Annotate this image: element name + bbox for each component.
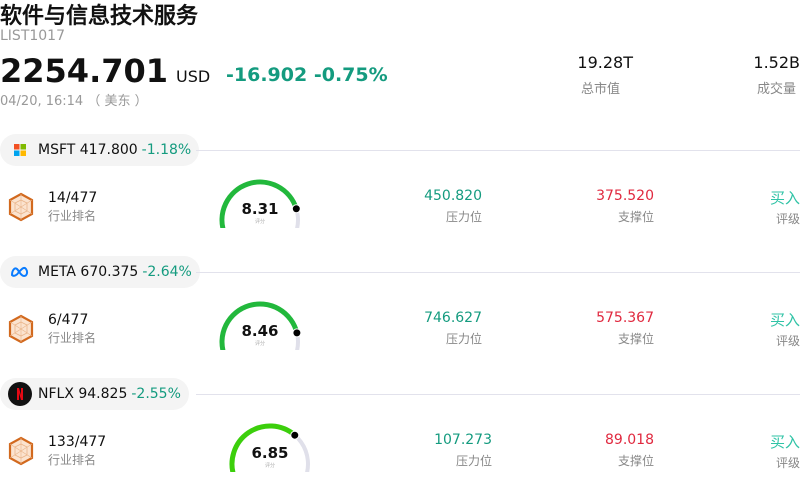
score-label: 评分 [264,463,275,469]
rank-hexagon-icon [8,436,34,470]
industry-rank: 133/477 [48,434,107,450]
divider [196,394,800,395]
page-title: 软件与信息技术服务 [0,4,199,29]
market-cap-value: 19.28T [577,53,633,72]
resistance-label: 压力位 [455,454,492,468]
divider [196,272,800,273]
meta-logo-icon [8,260,32,284]
gauge-fill [219,301,300,350]
ticker-change: -1.18% [141,142,192,158]
support-label: 支撑位 [617,332,654,346]
rating-buy[interactable]: 买入 [769,311,800,329]
rating-buy[interactable]: 买入 [769,433,800,451]
rating-buy[interactable]: 买入 [769,189,800,207]
score-value: 6.85 [251,444,289,462]
industry-rank: 14/477 [48,190,98,206]
ticker-price: NFLX 94.825 [38,386,128,402]
price-change: -16.902 -0.75% [226,64,388,86]
score-value: 8.31 [241,200,279,218]
support-label: 支撑位 [617,454,654,468]
score-label: 评分 [254,219,265,225]
score-gauge [219,301,302,350]
change-percent: -0.75% [313,64,388,86]
resistance-value: 450.820 [424,188,482,204]
gauge-fill [219,179,299,228]
support-value: 89.018 [605,432,654,448]
resistance-value: 107.273 [434,432,492,448]
microsoft-logo-icon [8,138,32,162]
support-value: 375.520 [596,188,654,204]
market-cap-label: 总市值 [580,82,620,97]
volume-value: 1.52B [753,53,800,72]
ticker-change: -2.64% [142,264,192,280]
stock-pill-2[interactable]: NFLX 94.825 -2.55% [0,378,189,410]
rank-hexagon-icon [8,314,34,348]
gauge-fill [229,423,298,472]
currency: USD [176,67,211,86]
support-value: 575.367 [596,310,654,326]
resistance-value: 746.627 [424,310,482,326]
resistance-label: 压力位 [445,210,482,224]
rating-label: 评级 [775,212,800,226]
gauge-marker [291,204,301,214]
change-value: -16.902 [226,64,308,86]
timestamp: 04/20, 16:14 （ 美东 ） [0,94,148,109]
score-label: 评分 [254,341,265,347]
ticker-price: META 670.375 [38,264,139,280]
divider [196,150,800,151]
industry-rank-label: 行业排名 [48,331,97,345]
industry-rank-label: 行业排名 [48,209,97,223]
index-price: 2254.701 [0,52,169,90]
ticker-change: -2.55% [131,386,181,402]
gauge-marker [292,328,302,338]
resistance-label: 压力位 [445,332,482,346]
score-gauge [229,423,310,472]
stock-pill-0[interactable]: MSFT 417.800 -1.18% [0,134,200,166]
index-code: LIST1017 [0,28,65,44]
ticker-price: MSFT 417.800 [38,142,138,158]
rating-label: 评级 [775,334,800,348]
support-label: 支撑位 [617,210,654,224]
industry-rank-label: 行业排名 [48,453,97,467]
rank-hexagon-icon [8,192,34,226]
score-gauge [219,179,301,228]
stock-pill-1[interactable]: META 670.375 -2.64% [0,256,200,288]
netflix-logo-icon [8,382,32,406]
score-value: 8.46 [241,322,279,340]
volume-label: 成交量 [756,82,796,97]
rating-label: 评级 [775,456,800,470]
industry-rank: 6/477 [48,312,89,328]
gauge-marker [290,430,300,440]
